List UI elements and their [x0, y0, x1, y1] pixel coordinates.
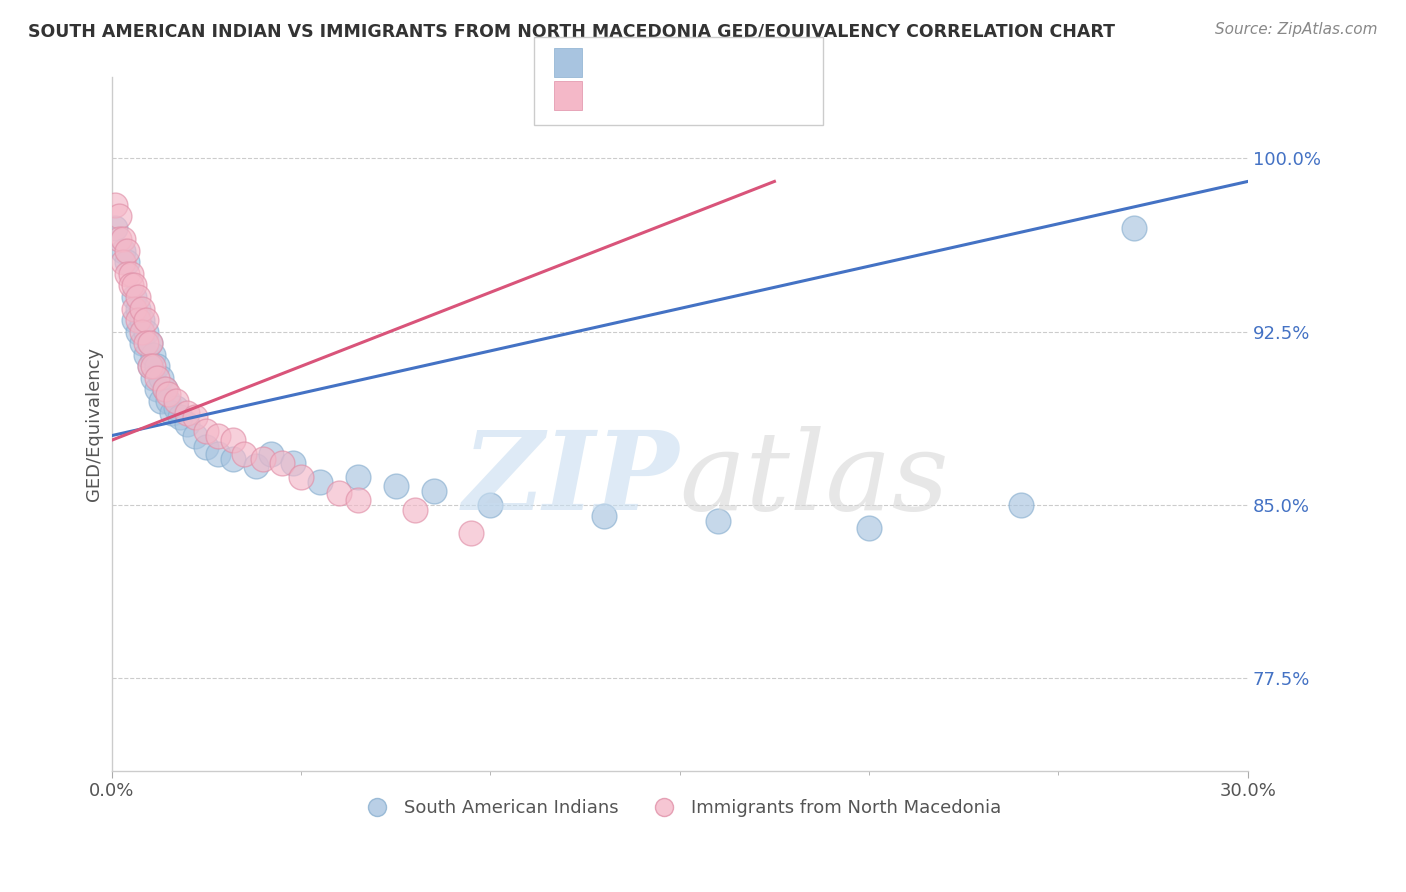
- Point: [127, 313, 149, 327]
- Point: [346, 470, 368, 484]
- Point: [146, 383, 169, 397]
- Point: [290, 470, 312, 484]
- Text: R =: R =: [592, 54, 631, 71]
- Text: Source: ZipAtlas.com: Source: ZipAtlas.com: [1215, 22, 1378, 37]
- Point: [283, 456, 305, 470]
- Text: SOUTH AMERICAN INDIAN VS IMMIGRANTS FROM NORTH MACEDONIA GED/EQUIVALENCY CORRELA: SOUTH AMERICAN INDIAN VS IMMIGRANTS FROM…: [28, 22, 1115, 40]
- Point: [120, 278, 142, 293]
- Point: [858, 521, 880, 535]
- Point: [149, 394, 172, 409]
- Point: [135, 348, 157, 362]
- Text: N =: N =: [676, 54, 728, 71]
- Point: [309, 475, 332, 489]
- Point: [346, 493, 368, 508]
- Point: [165, 401, 187, 415]
- Point: [115, 244, 138, 258]
- Point: [157, 394, 180, 409]
- Point: [124, 301, 146, 316]
- Point: [124, 278, 146, 293]
- Text: 0.338: 0.338: [631, 54, 689, 71]
- Point: [271, 456, 294, 470]
- Point: [195, 424, 218, 438]
- Point: [1010, 498, 1032, 512]
- Point: [135, 313, 157, 327]
- Point: [138, 336, 160, 351]
- Text: N =: N =: [676, 87, 728, 104]
- Text: 37: 37: [723, 87, 748, 104]
- Point: [260, 447, 283, 461]
- Point: [124, 290, 146, 304]
- Point: [169, 410, 191, 425]
- Point: [157, 387, 180, 401]
- Point: [120, 267, 142, 281]
- Text: ZIP: ZIP: [463, 425, 679, 533]
- Point: [404, 502, 426, 516]
- Point: [142, 371, 165, 385]
- Point: [149, 371, 172, 385]
- Point: [108, 232, 131, 246]
- Point: [111, 244, 134, 258]
- Y-axis label: GED/Equivalency: GED/Equivalency: [86, 347, 103, 501]
- Point: [115, 255, 138, 269]
- Point: [131, 336, 153, 351]
- Point: [252, 451, 274, 466]
- Point: [135, 336, 157, 351]
- Point: [153, 383, 176, 397]
- Point: [131, 325, 153, 339]
- Point: [146, 359, 169, 374]
- Point: [104, 197, 127, 211]
- Point: [127, 290, 149, 304]
- Point: [176, 417, 198, 431]
- Point: [479, 498, 502, 512]
- Point: [184, 410, 207, 425]
- Point: [138, 336, 160, 351]
- Point: [104, 220, 127, 235]
- Point: [124, 313, 146, 327]
- Point: [142, 359, 165, 374]
- Point: [115, 267, 138, 281]
- Point: [195, 440, 218, 454]
- Point: [111, 255, 134, 269]
- Point: [127, 301, 149, 316]
- Point: [135, 325, 157, 339]
- Point: [138, 359, 160, 374]
- Text: atlas: atlas: [679, 425, 949, 533]
- Point: [176, 405, 198, 419]
- Point: [138, 359, 160, 374]
- Point: [108, 209, 131, 223]
- Point: [207, 447, 229, 461]
- Point: [127, 325, 149, 339]
- Point: [233, 447, 256, 461]
- Point: [328, 486, 350, 500]
- Point: [207, 428, 229, 442]
- Point: [131, 313, 153, 327]
- Point: [245, 458, 267, 473]
- Point: [131, 301, 153, 316]
- Legend: South American Indians, Immigrants from North Macedonia: South American Indians, Immigrants from …: [352, 791, 1008, 824]
- Point: [706, 514, 728, 528]
- Text: 0.455: 0.455: [631, 87, 688, 104]
- Text: 42: 42: [723, 54, 748, 71]
- Text: R =: R =: [592, 87, 631, 104]
- Point: [153, 383, 176, 397]
- Point: [222, 451, 245, 466]
- Point: [165, 394, 187, 409]
- Point: [142, 348, 165, 362]
- Point: [111, 232, 134, 246]
- Point: [384, 479, 406, 493]
- Point: [1123, 220, 1146, 235]
- Point: [222, 434, 245, 448]
- Point: [184, 428, 207, 442]
- Point: [160, 405, 183, 419]
- Point: [593, 509, 616, 524]
- Point: [146, 371, 169, 385]
- Point: [460, 525, 482, 540]
- Point: [422, 484, 444, 499]
